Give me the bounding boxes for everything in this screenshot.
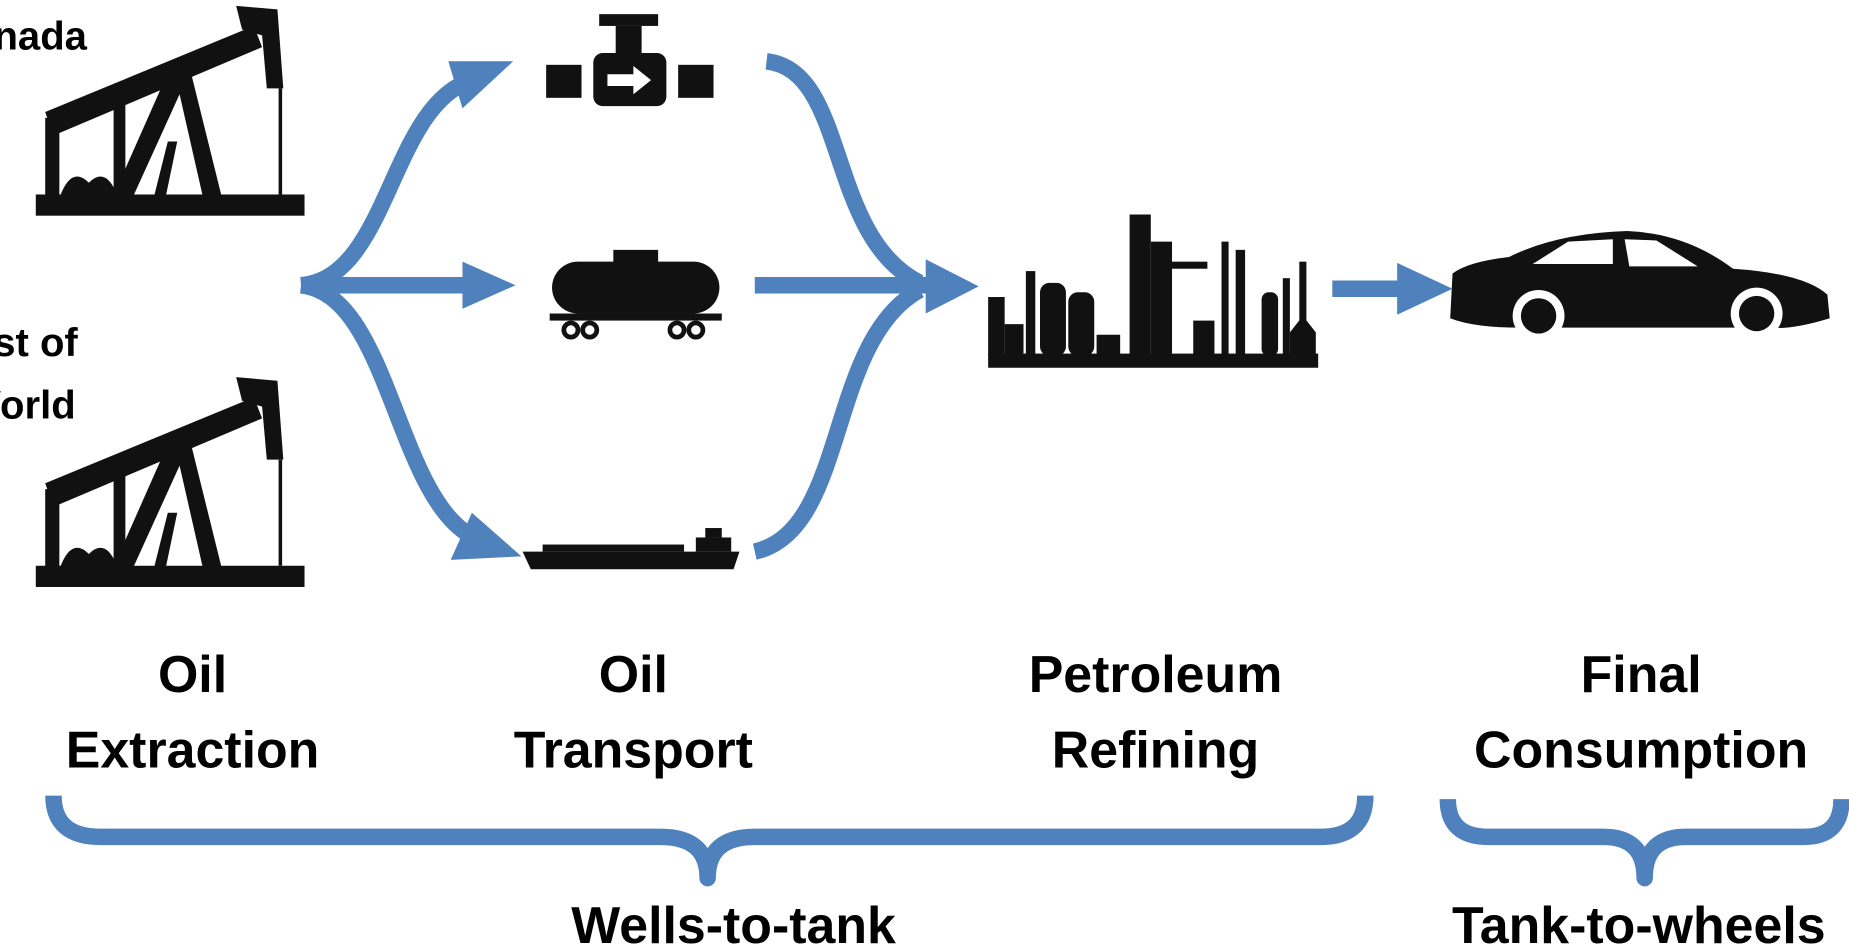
flow-arrows	[299, 53, 1453, 560]
car-icon	[1450, 231, 1830, 342]
pumpjack-rest-of-world	[35, 377, 305, 587]
labels: Canada Rest of World Oil Extraction Oil Transp…	[0, 15, 1826, 950]
stage-label: Final	[1581, 645, 1702, 703]
stage-label: Refining	[1052, 720, 1259, 778]
pipeline-valve-icon	[546, 14, 714, 107]
braces	[45, 795, 1849, 887]
source-label: World	[0, 383, 76, 427]
source-label: Canada	[0, 15, 88, 59]
stage-label: Oil	[599, 645, 668, 703]
stage-label: Transport	[514, 720, 753, 778]
stage-label: Extraction	[66, 720, 320, 778]
stage-label: Oil	[158, 645, 227, 703]
stage-label: Petroleum	[1029, 645, 1283, 703]
phase-label: Tank-to-wheels	[1452, 896, 1826, 950]
stage-label: Consumption	[1474, 720, 1808, 778]
refinery-icon	[988, 214, 1319, 368]
tank-car-icon	[549, 249, 722, 340]
tanker-ship-icon	[522, 528, 740, 570]
phase-label: Wells-to-tank	[571, 896, 896, 950]
source-label: Rest of	[0, 321, 78, 365]
